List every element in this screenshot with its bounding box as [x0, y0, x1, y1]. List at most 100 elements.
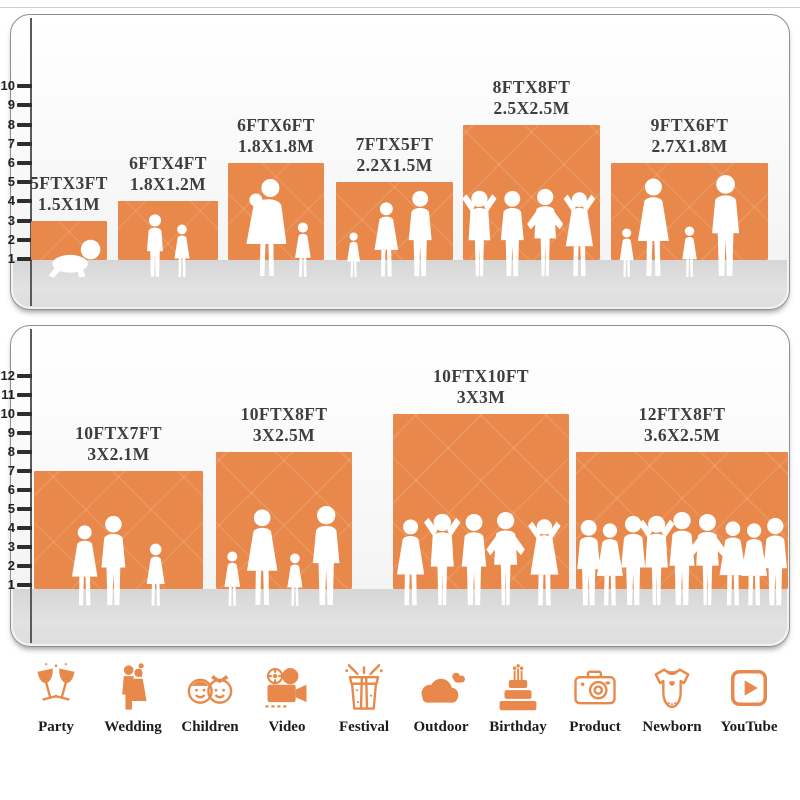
- top-divider-line: [0, 7, 800, 8]
- category-outdoor: Outdoor: [407, 660, 475, 736]
- birthday-icon: [491, 660, 545, 716]
- axis-tick-label: 9: [7, 97, 15, 113]
- axis-tick-label: 7: [7, 463, 15, 478]
- size-m-text: 1.8X1.2M: [129, 174, 207, 195]
- axis-tick-label: 11: [1, 387, 15, 402]
- girl-silhouette: [287, 553, 303, 606]
- axis-tick-label: 10: [0, 406, 15, 421]
- size-m-text: 2.5X2.5M: [493, 97, 570, 118]
- man-silhouette: [101, 515, 126, 606]
- backdrop-size-label: 10FTX7FT 3X2.1M: [29, 423, 209, 465]
- newborn-icon: [646, 662, 698, 714]
- woman-silhouette: [247, 509, 278, 606]
- category-wedding: Wedding: [99, 660, 167, 736]
- size-ft-text: 10FTX10FT: [433, 366, 529, 386]
- size-m-text: 1.8X1.8M: [237, 136, 315, 156]
- man-armsup-silhouette: [424, 513, 461, 606]
- category-label: Party: [38, 719, 74, 735]
- woman-silhouette: [741, 523, 768, 606]
- axis-tick-label: 2: [7, 231, 15, 247]
- girl-silhouette: [682, 226, 697, 277]
- woman-silhouette: [719, 521, 747, 606]
- festival-icon: [338, 662, 390, 714]
- axis-tick-label: 4: [7, 193, 15, 209]
- category-children: Children: [176, 660, 244, 736]
- size-m-text: 2.7X1.8M: [651, 136, 728, 156]
- category-newborn: Newborn: [638, 660, 706, 736]
- man-armsup-silhouette: [462, 190, 497, 277]
- axis-tick-label: 3: [7, 212, 15, 228]
- outdoor-icon: [414, 660, 468, 716]
- axis-tick-mark: [17, 237, 32, 242]
- axis-tick-mark: [17, 84, 32, 89]
- axis-tick-label: 4: [7, 520, 15, 535]
- y-axis-line: [30, 329, 32, 643]
- axis-tick-mark: [17, 199, 32, 204]
- people-silhouettes: [619, 175, 740, 277]
- axis-tick-mark: [17, 122, 32, 127]
- axis-tick-label: 5: [7, 174, 15, 190]
- newborn-icon: [645, 660, 699, 716]
- axis-tick-label: 10: [0, 78, 15, 94]
- man-silhouette: [500, 190, 524, 277]
- video-icon: [261, 662, 313, 714]
- size-ft-text: 9FTX6FT: [650, 115, 729, 135]
- size-m-text: 2.2X1.5M: [356, 155, 433, 176]
- category-label: Video: [268, 719, 306, 735]
- axis-tick-label: 8: [7, 444, 15, 459]
- backdrop-size-label: 7FTX5FT 2.2X1.5M: [305, 134, 485, 176]
- size-ft-text: 6FTX6FT: [237, 115, 315, 135]
- people-silhouettes: [347, 190, 432, 278]
- man-akimbo-silhouette: [688, 513, 727, 606]
- backdrop-size-label: 5FTX3FT 1.5X1M: [0, 173, 159, 215]
- size-m-text: 3X2.5M: [252, 425, 316, 445]
- axis-tick-label: 1: [7, 577, 15, 592]
- party-icon: [30, 662, 82, 714]
- man-silhouette: [763, 517, 787, 606]
- size-m-text: 1.5X1M: [37, 193, 101, 214]
- category-label: Festival: [339, 719, 389, 735]
- people-silhouettes: [577, 511, 787, 606]
- children-icon: [183, 660, 237, 716]
- man-silhouette: [712, 175, 740, 276]
- festival-icon: [337, 660, 391, 716]
- woman-silhouette: [596, 523, 623, 606]
- axis-tick-label: 6: [7, 482, 15, 497]
- girl-silhouette: [146, 543, 165, 606]
- people-silhouettes: [71, 515, 165, 606]
- backdrop-size-label: 10FTX8FT 3X2.5M: [194, 404, 374, 446]
- woman-armsup-silhouette: [528, 519, 561, 606]
- axis-tick-mark: [17, 374, 32, 378]
- backdrop-size-label: 12FTX8FT 3.6X2.5M: [592, 404, 772, 446]
- size-ft-text: 8FTX8FT: [492, 76, 571, 97]
- category-icon-row: Party Wedding Children Video Festival Outdoor…: [22, 660, 783, 736]
- category-label: Birthday: [489, 719, 547, 735]
- axis-tick-mark: [17, 180, 32, 185]
- axis-tick-label: 12: [0, 368, 15, 383]
- size-ft-text: 10FTX8FT: [240, 404, 328, 424]
- man-silhouette: [621, 515, 646, 606]
- people-silhouettes: [224, 506, 340, 606]
- size-ft-text: 7FTX5FT: [355, 134, 434, 155]
- axis-tick-mark: [17, 103, 32, 108]
- category-label: Product: [569, 719, 621, 735]
- axis-tick-mark: [17, 545, 32, 549]
- baby-crawl-silhouette: [48, 239, 101, 278]
- size-ft-text: 12FTX8FT: [638, 404, 726, 424]
- axis-tick-mark: [17, 393, 32, 397]
- axis-tick-label: 8: [7, 116, 15, 132]
- man-akimbo-silhouette: [527, 188, 564, 277]
- boy-silhouette: [147, 214, 163, 277]
- woman-silhouette: [374, 202, 399, 277]
- people-silhouettes: [147, 214, 190, 277]
- product-icon: [569, 662, 621, 714]
- panel-large-size-chart: 1 2 3 4 5 6 7 8 9 10 11 12 10FTX7FT 3X2.1M 10FTX8FT 3X2…: [1, 325, 790, 647]
- category-label: Newborn: [642, 719, 702, 735]
- size-m-text: 3X2.1M: [87, 444, 150, 464]
- size-ft-text: 6FTX4FT: [129, 153, 207, 174]
- category-product: Product: [561, 660, 629, 736]
- girl-silhouette: [224, 551, 241, 606]
- category-youtube: YouTube: [715, 660, 783, 736]
- people-silhouettes: [462, 188, 596, 277]
- girl-silhouette: [174, 224, 190, 277]
